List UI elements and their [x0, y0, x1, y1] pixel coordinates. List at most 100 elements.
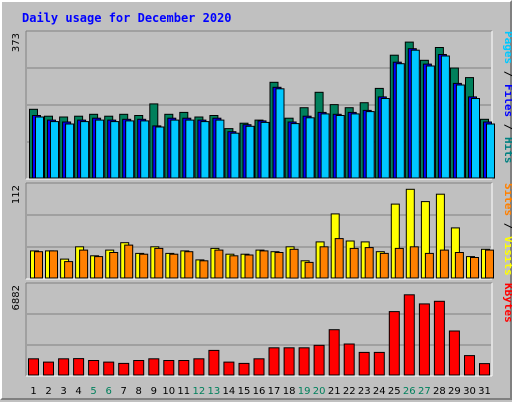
bar-pages-day-24 [380, 98, 390, 179]
day-label-20: 20 [313, 386, 326, 397]
day-label-13: 13 [208, 386, 221, 397]
bar-kbytes-day-23 [358, 351, 370, 376]
bar-pages-day-15 [245, 125, 255, 179]
bar-sites-day-24 [379, 252, 389, 279]
bar-sites-day-11 [184, 251, 194, 279]
bar-kbytes-day-18 [283, 347, 295, 376]
day-label-24: 24 [373, 386, 386, 397]
bar-kbytes-day-8 [133, 360, 145, 376]
day-label-18: 18 [283, 386, 296, 397]
bar-kbytes-day-17 [268, 347, 280, 376]
chart-title: Daily usage for December 2020 [22, 11, 232, 25]
day-label-12: 12 [193, 386, 206, 397]
bar-sites-day-12 [199, 260, 209, 279]
day-label-23: 23 [358, 386, 371, 397]
bar-pages-day-16 [260, 121, 270, 179]
day-label-15: 15 [238, 386, 251, 397]
axis-max-label: 6882 [11, 285, 22, 310]
bar-pages-day-30 [471, 98, 480, 179]
bar-pages-day-12 [200, 121, 210, 179]
bar-sites-day-28 [439, 249, 449, 279]
bar-sites-day-19 [304, 261, 314, 279]
bar-pages-day-10 [170, 119, 180, 179]
bar-kbytes-day-1 [28, 358, 39, 376]
day-label-30: 30 [463, 386, 476, 397]
bar-sites-day-26 [409, 246, 419, 279]
bar-kbytes-day-20 [313, 344, 325, 376]
legend-entry: / [502, 64, 512, 84]
day-label-17: 17 [268, 386, 281, 397]
legend-entry: Visits [502, 236, 512, 276]
bar-sites-day-3 [64, 261, 74, 279]
legend-entry: KBytes [502, 283, 512, 323]
day-label-26: 26 [403, 386, 416, 397]
day-label-25: 25 [388, 386, 401, 397]
bar-pages-day-31 [486, 123, 495, 179]
panel-visits-sites: 112 Sites / Visits [11, 182, 512, 280]
bar-pages-day-29 [455, 84, 465, 179]
bar-kbytes-day-27 [418, 303, 430, 376]
bar-sites-day-5 [94, 256, 104, 279]
day-label-29: 29 [448, 386, 461, 397]
bar-pages-day-4 [80, 121, 90, 179]
bar-kbytes-day-19 [298, 347, 310, 376]
legend: Sites / Visits [502, 183, 512, 276]
bar-sites-day-14 [229, 255, 239, 279]
bar-kbytes-day-10 [163, 360, 175, 376]
day-label-7: 7 [121, 386, 127, 397]
bar-kbytes-day-30 [464, 355, 475, 376]
bar-kbytes-day-7 [118, 362, 130, 376]
day-label-6: 6 [106, 386, 112, 397]
bar-pages-day-7 [125, 120, 135, 179]
bar-sites-day-23 [364, 247, 374, 279]
bar-pages-day-2 [50, 121, 59, 179]
bar-kbytes-day-3 [58, 358, 70, 376]
day-label-11: 11 [177, 386, 190, 397]
day-label-22: 22 [343, 386, 356, 397]
day-label-3: 3 [60, 386, 66, 397]
bar-pages-day-18 [290, 123, 300, 179]
bar-kbytes-day-29 [448, 330, 460, 376]
day-label-1: 1 [30, 386, 36, 397]
bar-kbytes-day-22 [343, 343, 355, 376]
bar-pages-day-26 [410, 49, 420, 179]
bar-pages-day-28 [440, 55, 450, 179]
bar-sites-day-7 [124, 244, 134, 279]
bar-sites-day-18 [289, 248, 299, 279]
bar-sites-day-31 [485, 249, 494, 279]
day-label-5: 5 [90, 386, 96, 397]
bar-pages-day-6 [110, 121, 120, 179]
day-label-21: 21 [328, 386, 341, 397]
day-label-28: 28 [433, 386, 446, 397]
bar-kbytes-day-24 [373, 351, 385, 376]
bar-pages-day-9 [155, 126, 165, 179]
legend-entry: Files [502, 84, 512, 117]
bar-kbytes-day-9 [148, 358, 160, 376]
axis-max-label: 373 [11, 33, 22, 52]
bar-sites-day-21 [334, 238, 344, 279]
bar-pages-day-14 [230, 132, 240, 179]
bar-sites-day-6 [109, 252, 119, 279]
legend-entry: Hits [502, 137, 512, 164]
bar-pages-day-8 [140, 120, 150, 179]
day-label-10: 10 [162, 386, 175, 397]
bar-kbytes-day-11 [178, 360, 190, 376]
bar-pages-day-11 [185, 119, 195, 179]
day-label-19: 19 [298, 386, 311, 397]
bar-kbytes-day-21 [328, 329, 340, 376]
bar-pages-day-20 [320, 113, 330, 179]
bar-pages-day-22 [350, 113, 360, 179]
legend-entry: Pages [502, 31, 512, 64]
x-axis-labels: 1 2 3 4 5 6 7 8 9 10 11 12 13 14 15 16 17 18 19 20 21 22 23 24 2… [30, 386, 491, 397]
bar-kbytes-day-15 [238, 362, 250, 376]
bar-sites-day-29 [454, 252, 464, 279]
panel-kbytes: 6882 KBytes [11, 282, 512, 377]
bar-sites-day-22 [349, 247, 359, 279]
day-label-4: 4 [75, 386, 81, 397]
bar-kbytes-day-13 [208, 349, 220, 376]
day-label-9: 9 [151, 386, 157, 397]
bar-pages-day-1 [35, 116, 44, 179]
bar-sites-day-1 [34, 251, 43, 279]
day-label-31: 31 [478, 386, 491, 397]
